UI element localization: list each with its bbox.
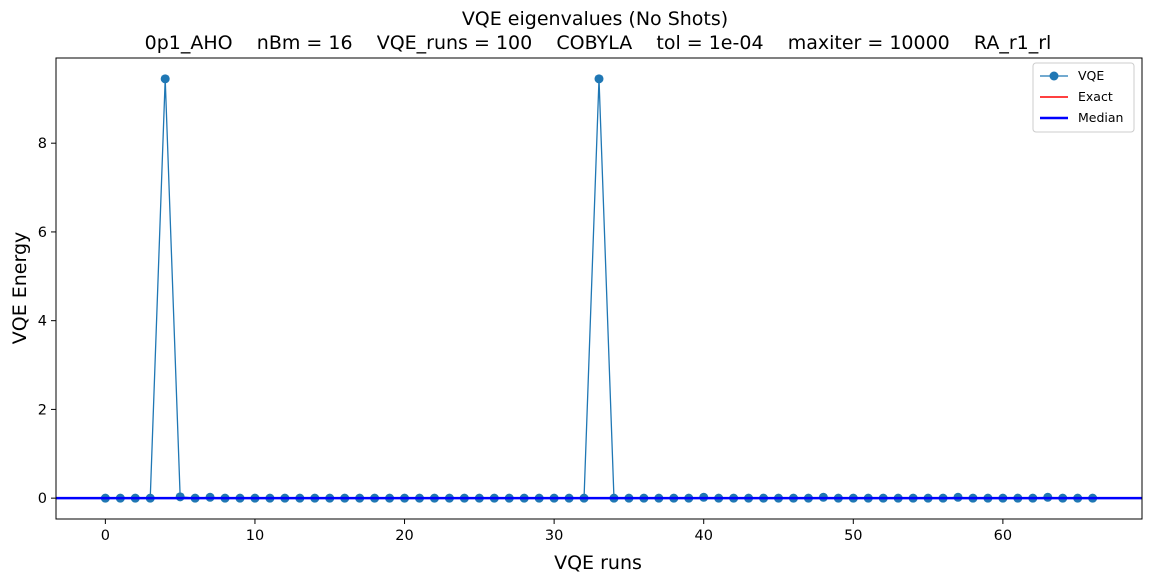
y-tick-label: 0 — [38, 491, 47, 507]
legend-frame — [1032, 62, 1135, 133]
legend-label-median: Median — [1078, 110, 1123, 125]
x-tick-label: 30 — [545, 528, 563, 544]
x-tick-label: 50 — [844, 528, 862, 544]
x-tick-label: 40 — [694, 528, 712, 544]
plot-frame — [55, 57, 1143, 520]
y-tick-label: 6 — [38, 225, 47, 241]
x-tick-label: 20 — [395, 528, 413, 544]
plot-area — [55, 57, 1143, 520]
vqe-series-line — [105, 78, 1093, 499]
chart-title: VQE eigenvalues (No Shots) — [462, 8, 728, 30]
x-axis-label: VQE runs — [554, 552, 642, 574]
x-axis-ticks: 0 10 20 30 40 50 60 — [101, 519, 1012, 544]
y-axis-ticks: 0 2 4 6 8 — [38, 136, 56, 507]
y-tick-label: 8 — [38, 136, 47, 152]
y-tick-label: 2 — [38, 402, 47, 418]
x-tick-label: 0 — [101, 528, 110, 544]
vqe-point — [594, 74, 604, 84]
x-tick-label: 60 — [994, 528, 1012, 544]
y-axis-label: VQE Energy — [9, 232, 31, 345]
vqe-point — [160, 74, 170, 84]
y-tick-label: 4 — [38, 314, 47, 330]
x-tick-label: 10 — [246, 528, 264, 544]
legend-label-vqe: VQE — [1078, 68, 1104, 83]
legend-marker-vqe — [1049, 71, 1059, 81]
legend-label-exact: Exact — [1078, 89, 1113, 104]
chart-subtitle: 0p1_AHO nBm = 16 VQE_runs = 100 COBYLA t… — [145, 32, 1052, 54]
vqe-point — [175, 492, 185, 502]
legend: VQE Exact Median — [1032, 62, 1135, 133]
